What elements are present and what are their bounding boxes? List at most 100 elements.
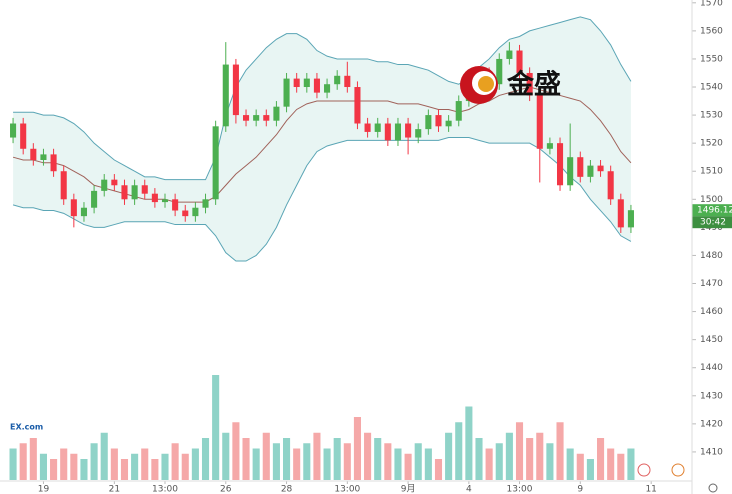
volume-bar: [394, 448, 402, 480]
volume-bar: [374, 438, 382, 480]
y-tick-label: 1410: [700, 447, 723, 457]
candle-body: [212, 126, 219, 200]
candle-body: [455, 101, 462, 121]
volume-bar: [80, 459, 88, 480]
candle-body: [222, 64, 229, 127]
candle-body: [627, 210, 634, 228]
volume-bar: [212, 375, 220, 480]
y-tick-label: 1560: [700, 26, 723, 36]
y-tick-label: 1450: [700, 335, 723, 345]
candle-body: [536, 95, 543, 149]
x-tick-label: 28: [281, 485, 293, 494]
candle-body: [172, 199, 179, 211]
candle-body: [273, 106, 280, 121]
candle-body: [617, 199, 624, 228]
x-tick-label: 9月: [401, 484, 416, 494]
y-tick-label: 1550: [700, 54, 723, 64]
x-tick-label: 13:00: [507, 485, 533, 494]
candle-body: [111, 179, 118, 186]
watermark-logo: [460, 66, 498, 104]
flag-icon: [637, 463, 651, 477]
y-tick-label: 1540: [700, 83, 723, 93]
candle-body: [587, 165, 594, 177]
candle-body: [20, 123, 27, 149]
candle-body: [50, 154, 57, 172]
volume-bar: [556, 422, 564, 480]
volume-bar: [505, 432, 513, 480]
candle-body: [192, 207, 199, 217]
volume-bar: [9, 448, 17, 480]
volume-bar: [343, 443, 351, 480]
candle-body: [415, 129, 422, 138]
x-tick-label: 13:00: [334, 485, 360, 494]
candle-body: [405, 123, 412, 138]
volume-bar: [333, 438, 341, 480]
candle-body: [313, 78, 320, 93]
volume-bar: [19, 443, 27, 480]
y-tick-label: 1430: [700, 391, 723, 401]
volume-bar: [445, 432, 453, 480]
candle-body: [516, 50, 523, 73]
y-tick-label: 1520: [700, 139, 723, 149]
volume-bar: [495, 443, 503, 480]
candle-body: [253, 115, 260, 121]
candle-body: [354, 87, 361, 124]
volume-bar: [303, 443, 311, 480]
y-tick-label: 1440: [700, 363, 723, 373]
volume-bar: [465, 406, 473, 480]
volume-bar: [485, 448, 493, 480]
settings-icon[interactable]: [708, 483, 718, 493]
candle-body: [101, 179, 108, 191]
volume-bar: [120, 459, 129, 480]
candle-body: [293, 78, 300, 88]
volume-bar: [364, 432, 372, 480]
volume-bar: [191, 448, 199, 480]
volume-bar: [262, 432, 270, 480]
y-tick-label: 1470: [700, 279, 723, 289]
candle-body: [161, 199, 169, 203]
exchange-logo: EX.com: [10, 423, 43, 432]
volume-bar: [232, 422, 240, 480]
volume-bar: [607, 448, 615, 480]
volume-bar: [100, 432, 108, 480]
candle-body: [70, 199, 77, 217]
candle-body: [80, 207, 88, 217]
x-tick-label: 11: [645, 485, 656, 494]
candle-body: [526, 72, 533, 96]
volume-bar: [171, 443, 179, 480]
candle-body: [506, 50, 513, 59]
candle-body: [121, 185, 128, 200]
volume-bar: [455, 422, 463, 480]
volume-bar: [627, 448, 635, 480]
candle-body: [60, 171, 67, 200]
band-line: [12, 137, 632, 262]
volume-bar: [222, 432, 230, 480]
volume-bar: [283, 438, 291, 480]
candle-body: [131, 185, 138, 200]
volume-bar: [384, 443, 392, 480]
volume-bar: [576, 453, 584, 480]
candle-body: [546, 143, 553, 149]
volume-bar: [242, 438, 250, 480]
candle-body: [374, 123, 381, 132]
candle-body: [394, 123, 402, 141]
x-tick-label: 13:00: [152, 485, 178, 494]
volume-bar: [414, 443, 422, 480]
candle-body: [151, 193, 158, 203]
volume-bar: [151, 459, 159, 480]
y-tick-label: 1500: [700, 195, 723, 205]
x-tick-label: 4: [466, 485, 472, 494]
volume-bar: [70, 453, 78, 480]
last-price-box: [692, 204, 732, 217]
candle-body: [384, 123, 391, 141]
candle-body: [263, 115, 270, 121]
x-tick-label: 21: [109, 485, 120, 494]
candle-body: [91, 190, 98, 208]
volume-bar: [434, 459, 443, 480]
volume-bar: [272, 443, 280, 480]
candle-body: [182, 210, 189, 217]
watermark: 金盛: [506, 69, 561, 101]
volume-bar: [60, 448, 68, 480]
candle-body: [334, 75, 341, 85]
